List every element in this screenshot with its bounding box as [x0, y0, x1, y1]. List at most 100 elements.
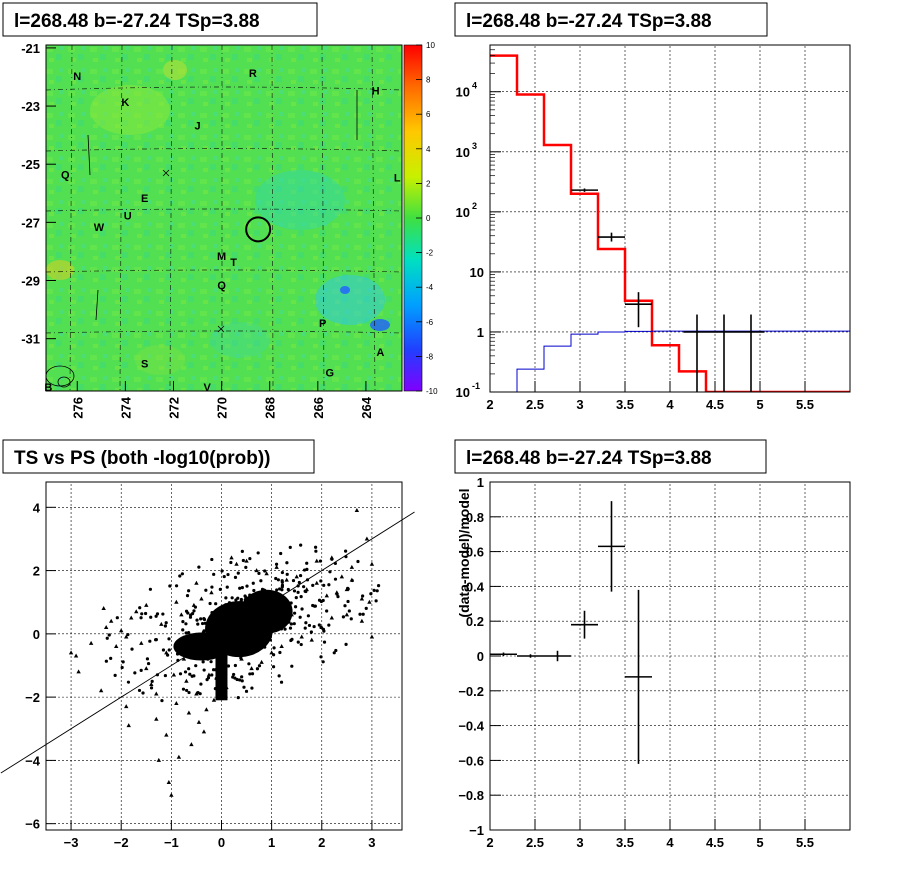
scatter-point: [238, 586, 242, 590]
scatter-point: [356, 559, 360, 564]
scatter-point: [220, 569, 224, 573]
skymap-title: l=268.48 b=-27.24 TSp=3.88: [14, 11, 260, 32]
scatter-point: [196, 719, 202, 724]
scatter-point: [176, 754, 182, 759]
scatter-title-box: [2, 439, 315, 474]
residual-axes: 2 2.5 3 3.5 4 4.5 5 5.5 1 0.8 0.6 0.4 0.2 0 −0.2 −0.4 −0…: [458, 475, 814, 850]
scatter-point: [279, 644, 284, 649]
scatter-point: [124, 704, 129, 709]
scatter-point: [258, 593, 263, 597]
scatter-point: [144, 602, 149, 607]
scatter-point: [161, 612, 165, 616]
scatter-point: [103, 625, 109, 630]
scatter-point: [107, 633, 111, 637]
scatter-point: [219, 610, 223, 614]
scatter-plot[interactable]: [0, 507, 415, 797]
scatter-point: [319, 625, 324, 630]
scatter-point: [126, 723, 131, 728]
scatter-point: [289, 612, 294, 617]
scatter-point: [238, 636, 242, 640]
scatter-point: [245, 629, 250, 633]
scatter-point: [210, 585, 214, 589]
scatter-point: [303, 626, 307, 630]
y-tick-label: 1: [477, 475, 484, 490]
scatter-point: [299, 642, 303, 647]
y-tick-label: 10: [456, 205, 470, 220]
scatter-point: [159, 621, 164, 626]
scatter-point: [202, 629, 206, 633]
x-tick-label: −2: [114, 835, 129, 850]
scatter-point: [233, 606, 237, 610]
scatter-point: [325, 609, 329, 613]
scatter-point: [234, 617, 239, 621]
scatter-point: [121, 660, 125, 664]
x-tick-label: 266: [311, 397, 326, 419]
scatter-point: [361, 594, 365, 598]
scatter-point: [349, 617, 353, 621]
x-tick-label: 2.5: [526, 835, 544, 850]
scatter-point: [189, 635, 193, 639]
scatter-point: [211, 614, 216, 619]
scatter-point: [194, 691, 199, 696]
scatter-point: [226, 624, 230, 629]
x-tick-label: 272: [166, 397, 181, 419]
scatter-point: [280, 588, 284, 592]
scatter-point: [343, 604, 347, 608]
x-tick-label: 4: [666, 835, 674, 850]
y-tick-label: 0.4: [466, 579, 485, 594]
scatter-point: [314, 558, 319, 563]
spectrum-plot[interactable]: [490, 54, 850, 392]
scatter-point: [346, 599, 350, 604]
scatter-point: [322, 583, 326, 587]
scatter-point: [210, 557, 214, 562]
scatter-point: [225, 628, 229, 632]
source-label: T: [230, 257, 237, 269]
scatter-point: [202, 616, 206, 621]
scatter-point: [259, 634, 263, 638]
scatter-point: [146, 661, 151, 666]
residual-plot[interactable]: [490, 501, 652, 764]
scatter-point: [185, 688, 189, 693]
scatter-point: [149, 686, 154, 690]
scatter-point: [279, 551, 283, 556]
scatter-point: [367, 599, 372, 604]
scatter-point: [243, 594, 247, 598]
scatter-point: [242, 646, 246, 650]
scatter-point: [189, 742, 194, 747]
skymap-image[interactable]: [46, 45, 402, 391]
scatter-point: [208, 601, 212, 606]
scatter-point: [242, 685, 246, 689]
scatter-point: [329, 615, 335, 620]
scatter-point: [187, 667, 191, 671]
y-tick-label: 4: [33, 500, 41, 515]
scatter-point: [134, 609, 139, 614]
scatter-point: [280, 585, 284, 589]
x-tick-label: 0: [218, 835, 225, 850]
scatter-point: [246, 652, 250, 656]
scatter-point: [238, 678, 242, 682]
scatter-point: [196, 622, 200, 626]
y-tick-label: -25: [21, 157, 40, 172]
x-tick-label: 3.5: [616, 835, 634, 850]
scatter-point: [222, 574, 226, 579]
scatter-axes: −3 −2 −1 0 1 2 3 −6 −4 −2 0 2 4: [25, 500, 375, 850]
scatter-point: [321, 598, 325, 603]
scatter-point: [207, 628, 211, 633]
skymap-title-box: [2, 2, 318, 37]
scatter-point: [314, 545, 318, 549]
scatter-point: [256, 599, 261, 603]
y-tick-label: -29: [21, 274, 40, 289]
scatter-point: [244, 689, 249, 693]
scatter-point: [237, 643, 241, 647]
scatter-point: [186, 611, 190, 615]
scatter-point: [288, 626, 293, 630]
scatter-point: [344, 549, 348, 553]
scatter-point: [240, 652, 244, 656]
scatter-point: [164, 621, 168, 625]
scatter-point: [253, 631, 257, 635]
scatter-point: [257, 571, 261, 576]
scatter-point: [155, 612, 160, 616]
scatter-point: [321, 660, 325, 664]
scatter-point: [245, 601, 249, 605]
